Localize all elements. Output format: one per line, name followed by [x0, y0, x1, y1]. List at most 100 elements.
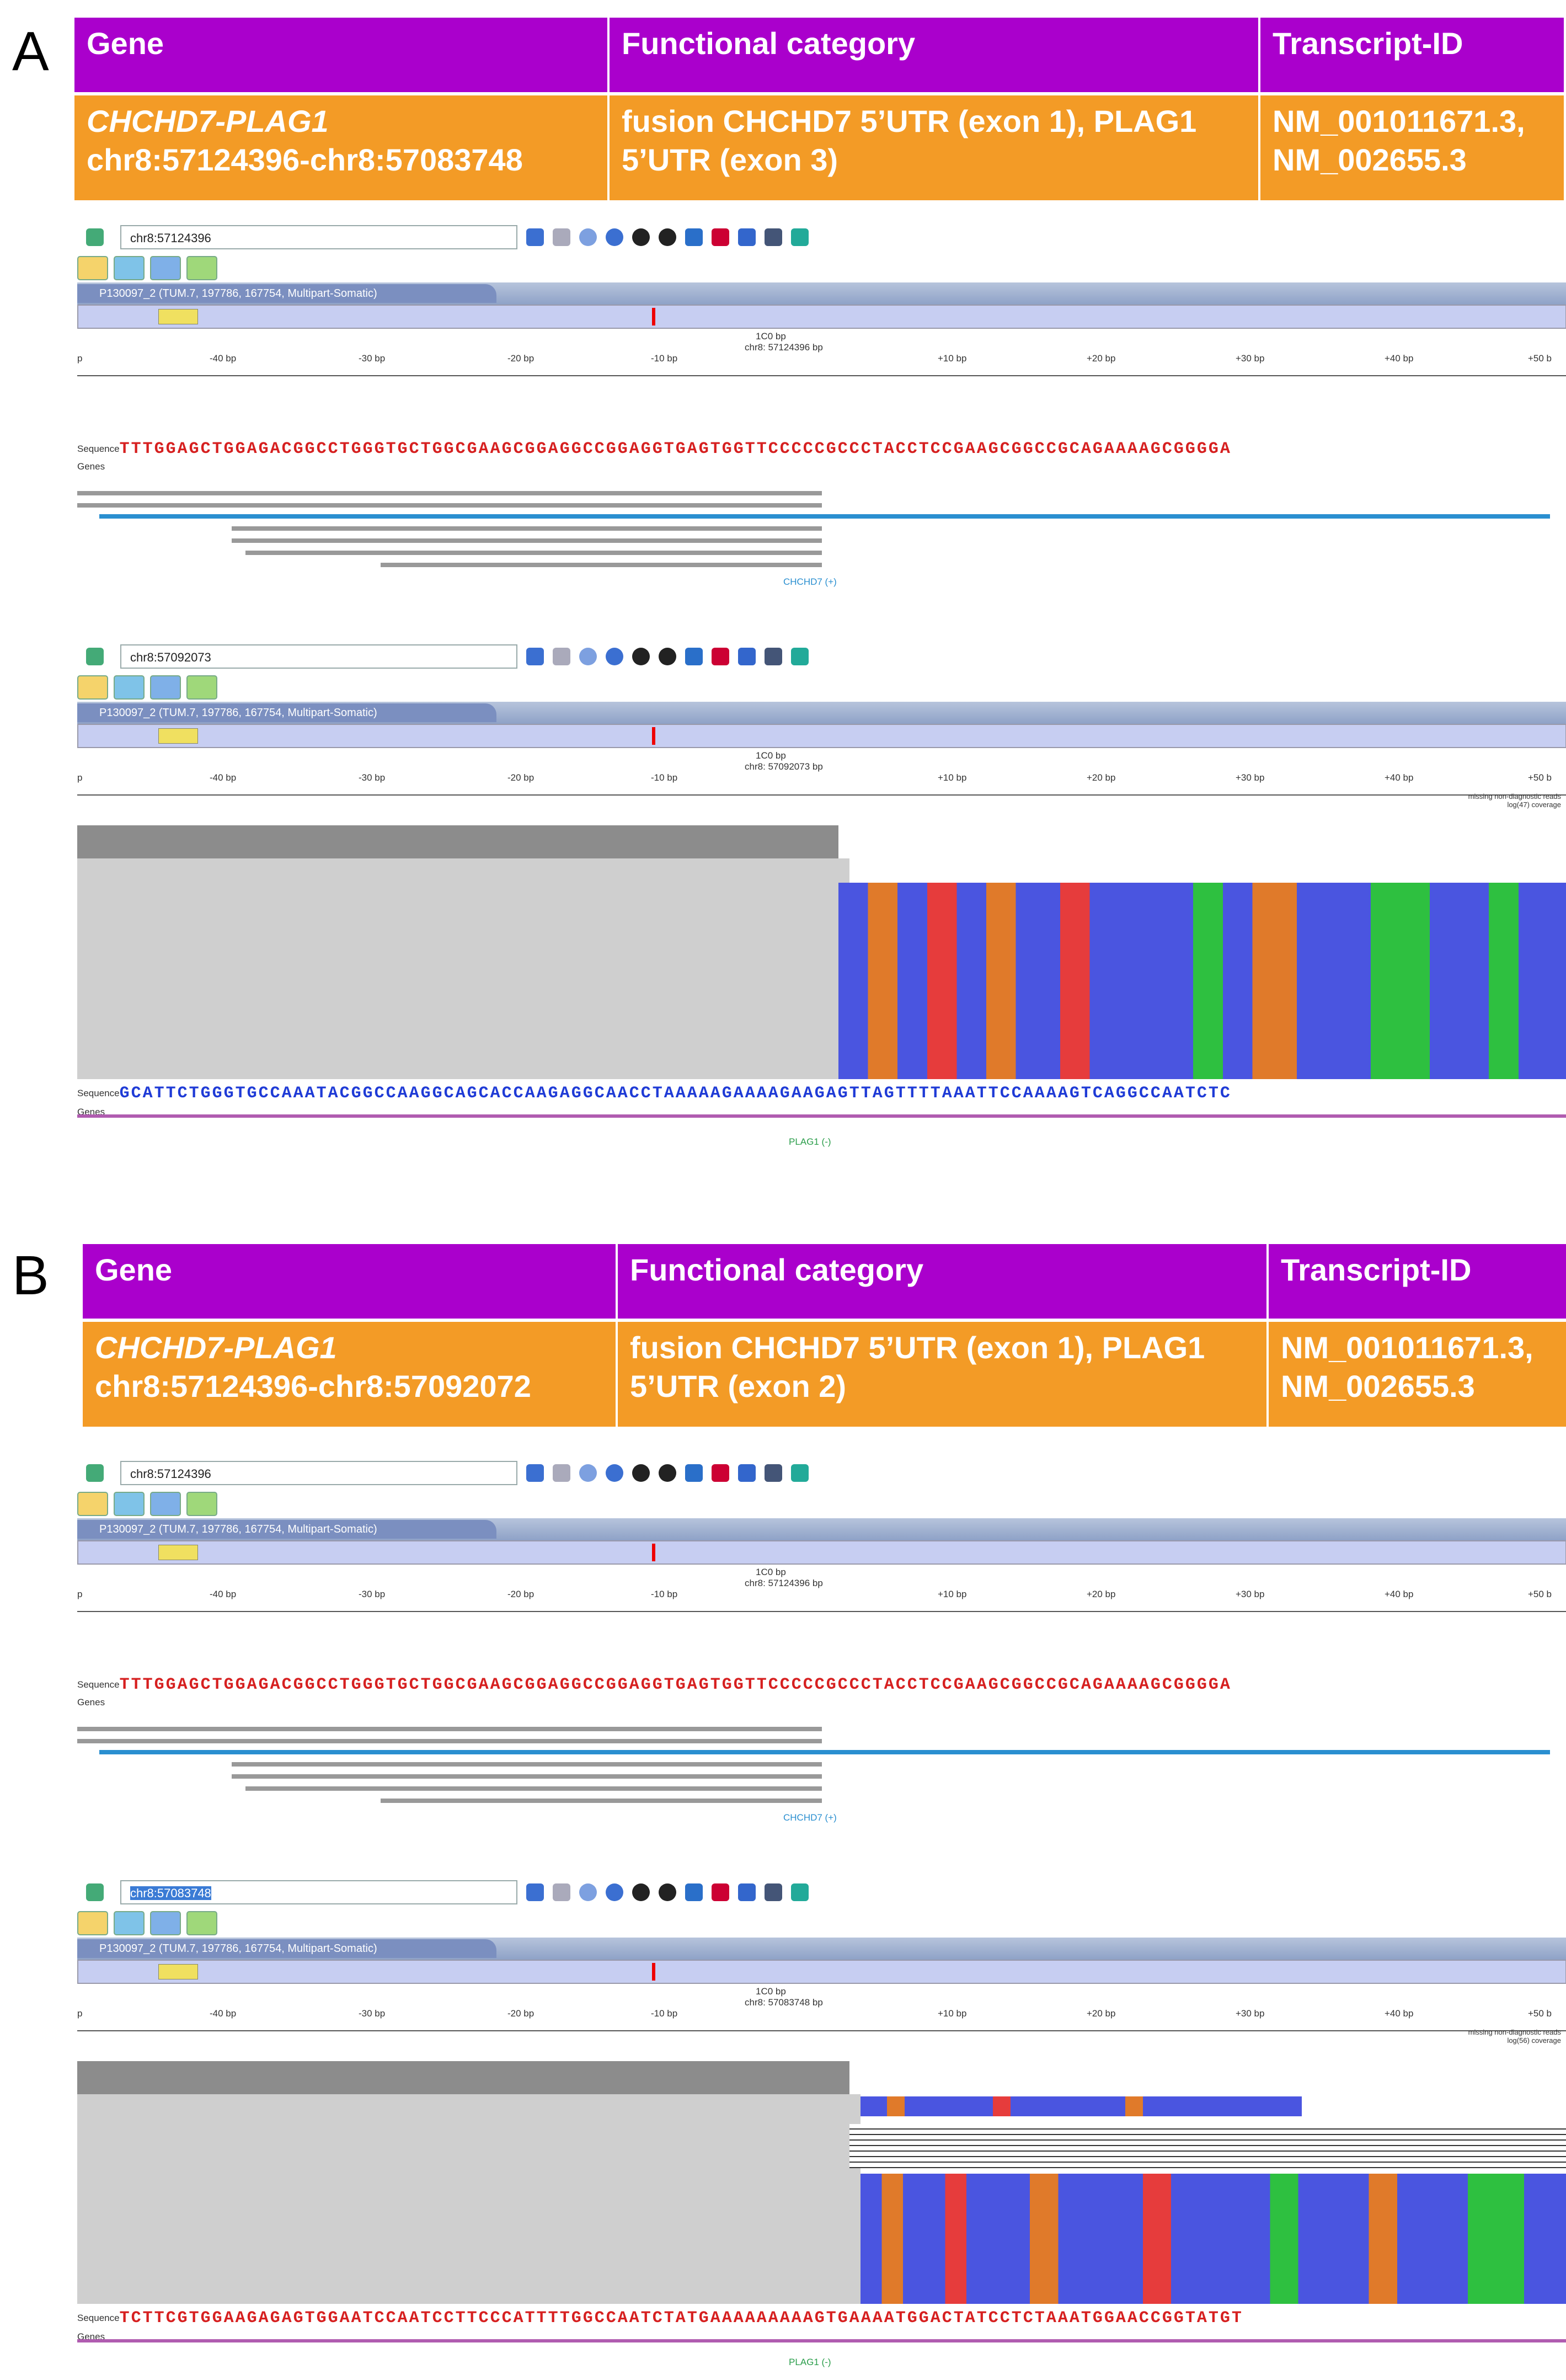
- bdv-icon[interactable]: [712, 1883, 729, 1901]
- view-tab-3[interactable]: [150, 1911, 181, 1935]
- back-arrow-icon[interactable]: [526, 1883, 544, 1901]
- zoom-out-icon[interactable]: [579, 1883, 597, 1901]
- locus-input[interactable]: chr8:57124396: [120, 225, 517, 249]
- chromosome-ideogram[interactable]: [77, 724, 1566, 748]
- zoom-in-icon[interactable]: [606, 1464, 623, 1482]
- view-tab-1[interactable]: [77, 1492, 108, 1516]
- locus-input[interactable]: chr8:57124396: [120, 1461, 517, 1485]
- header-category: Functional category: [610, 18, 1260, 92]
- header-gene: Gene: [74, 18, 610, 92]
- export-icon[interactable]: [685, 648, 703, 665]
- print-icon[interactable]: [765, 1464, 782, 1482]
- view-tab-4[interactable]: [186, 675, 217, 700]
- locus-input[interactable]: chr8:57092073: [120, 644, 517, 669]
- last-icon[interactable]: [659, 648, 676, 665]
- sequence-track-label: Sequence: [77, 1088, 120, 1098]
- category-value: fusion CHCHD7 5’UTR (exon 1), PLAG1 5’UT…: [610, 95, 1260, 200]
- position-ruler: 1C0 bp chr8: 57124396 bp p -40 bp -30 bp…: [77, 1565, 1566, 1612]
- back-arrow-icon[interactable]: [526, 1464, 544, 1482]
- gene-name: CHCHD7-PLAG1: [87, 104, 329, 138]
- export-icon[interactable]: [685, 1883, 703, 1901]
- view-tab-1[interactable]: [77, 256, 108, 280]
- search-icon[interactable]: [791, 1883, 809, 1901]
- zoom-in-icon[interactable]: [606, 1883, 623, 1901]
- export-icon[interactable]: [685, 1464, 703, 1482]
- view-tab-3[interactable]: [150, 1492, 181, 1516]
- bdv-icon[interactable]: [712, 648, 729, 665]
- last-icon[interactable]: [659, 228, 676, 246]
- view-tab-1[interactable]: [77, 675, 108, 700]
- bookmark-icon[interactable]: [738, 1464, 756, 1482]
- zoom-out-icon[interactable]: [579, 1464, 597, 1482]
- forward-arrow-icon[interactable]: [553, 648, 570, 665]
- genes-track-label: Genes: [77, 461, 105, 472]
- search-icon[interactable]: [791, 228, 809, 246]
- last-icon[interactable]: [659, 1883, 676, 1901]
- chromosome-ideogram[interactable]: [77, 1540, 1566, 1565]
- dropdown-icon[interactable]: [86, 1464, 104, 1482]
- dropdown-icon[interactable]: [86, 1883, 104, 1901]
- first-icon[interactable]: [632, 1464, 650, 1482]
- back-arrow-icon[interactable]: [526, 648, 544, 665]
- last-icon[interactable]: [659, 1464, 676, 1482]
- print-icon[interactable]: [765, 228, 782, 246]
- view-tab-3[interactable]: [150, 675, 181, 700]
- forward-arrow-icon[interactable]: [553, 1883, 570, 1901]
- dropdown-icon[interactable]: [86, 648, 104, 665]
- center-position: chr8: 57092073 bp: [745, 761, 823, 772]
- back-arrow-icon[interactable]: [526, 228, 544, 246]
- export-icon[interactable]: [685, 228, 703, 246]
- bookmark-icon[interactable]: [738, 228, 756, 246]
- bookmark-icon[interactable]: [738, 648, 756, 665]
- transcript-track: [77, 2339, 1566, 2342]
- locus-input[interactable]: chr8:57083748: [120, 1880, 517, 1904]
- bdv-icon[interactable]: [712, 228, 729, 246]
- genome-viewer-a1: chr8:57124396 P130097_2 (TUM.7, 197786, …: [77, 221, 1566, 596]
- split-reads: [861, 2096, 1302, 2116]
- transcript-track: [99, 1750, 1550, 1754]
- zoom-out-icon[interactable]: [579, 648, 597, 665]
- zoom-in-icon[interactable]: [606, 228, 623, 246]
- first-icon[interactable]: [632, 228, 650, 246]
- read-pileup: [77, 2094, 861, 2304]
- panel-letter-a: A: [12, 20, 49, 82]
- coverage-note: missing non-diagnostic reads log(56) cov…: [1468, 2028, 1561, 2045]
- search-icon[interactable]: [791, 648, 809, 665]
- coverage-note: missing non-diagnostic reads log(47) cov…: [1468, 792, 1561, 809]
- zoom-in-icon[interactable]: [606, 648, 623, 665]
- transcript-value: NM_001011671.3, NM_002655.3: [1281, 1330, 1533, 1404]
- fusion-table-b: Gene Functional category Transcript-ID C…: [83, 1244, 1566, 1427]
- view-tab-2[interactable]: [114, 256, 145, 280]
- first-icon[interactable]: [632, 648, 650, 665]
- chromosome-ideogram[interactable]: [77, 305, 1566, 329]
- view-tab-3[interactable]: [150, 256, 181, 280]
- window-title[interactable]: P130097_2 (TUM.7, 197786, 167754, Multip…: [77, 1939, 496, 1958]
- coverage-bar: [77, 2061, 849, 2094]
- window-title[interactable]: P130097_2 (TUM.7, 197786, 167754, Multip…: [77, 1520, 496, 1539]
- window-title[interactable]: P130097_2 (TUM.7, 197786, 167754, Multip…: [77, 703, 496, 722]
- header-category: Functional category: [618, 1244, 1269, 1319]
- window-title[interactable]: P130097_2 (TUM.7, 197786, 167754, Multip…: [77, 284, 496, 303]
- view-tab-4[interactable]: [186, 256, 217, 280]
- view-tab-2[interactable]: [114, 1492, 145, 1516]
- bookmark-icon[interactable]: [738, 1883, 756, 1901]
- zoom-out-icon[interactable]: [579, 228, 597, 246]
- bdv-icon[interactable]: [712, 1464, 729, 1482]
- view-tab-4[interactable]: [186, 1911, 217, 1935]
- chromosome-ideogram[interactable]: [77, 1960, 1566, 1984]
- genome-viewer-b2: chr8:57083748 P130097_2 (TUM.7, 197786, …: [77, 1876, 1566, 2372]
- view-tab-4[interactable]: [186, 1492, 217, 1516]
- dropdown-icon[interactable]: [86, 228, 104, 246]
- search-icon[interactable]: [791, 1464, 809, 1482]
- print-icon[interactable]: [765, 648, 782, 665]
- position-ruler: 1C0 bp chr8: 57083748 bp p -40 bp -30 bp…: [77, 1984, 1566, 2045]
- gene-name: CHCHD7-PLAG1: [95, 1330, 337, 1365]
- view-tab-2[interactable]: [114, 1911, 145, 1935]
- view-tab-1[interactable]: [77, 1911, 108, 1935]
- forward-arrow-icon[interactable]: [553, 1464, 570, 1482]
- print-icon[interactable]: [765, 1883, 782, 1901]
- view-tab-2[interactable]: [114, 675, 145, 700]
- forward-arrow-icon[interactable]: [553, 228, 570, 246]
- first-icon[interactable]: [632, 1883, 650, 1901]
- center-position: chr8: 57124396 bp: [745, 1578, 823, 1588]
